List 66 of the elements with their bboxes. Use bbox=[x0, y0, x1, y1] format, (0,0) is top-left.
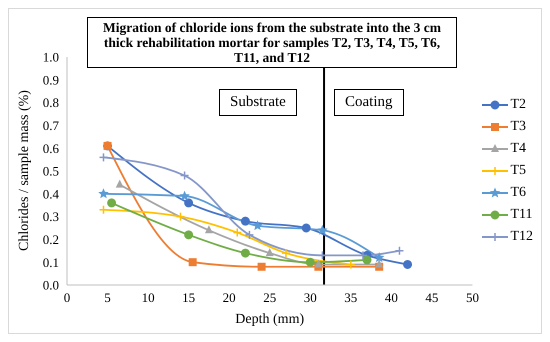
x-tick-label: 40 bbox=[384, 290, 398, 306]
legend-label: T12 bbox=[510, 229, 533, 245]
point bbox=[179, 190, 190, 201]
point bbox=[244, 230, 254, 240]
legend-label: T4 bbox=[510, 141, 526, 157]
point bbox=[98, 152, 108, 162]
legend-label: T2 bbox=[510, 97, 526, 113]
chart-title: Migration of chloride ions from the substrate into the 3 cm thick rehabilitation mortar for samples T2, T3, T4, T5, T6, T11, and T12 bbox=[87, 17, 457, 68]
y-tick-label: 0.8 bbox=[42, 95, 59, 110]
y-axis-title: Chlorides / sample mass (%) bbox=[16, 90, 32, 251]
x-tick-label: 20 bbox=[222, 290, 236, 306]
point bbox=[180, 170, 190, 180]
x-tick-label: 0 bbox=[64, 290, 70, 306]
x-tick-label: 45 bbox=[425, 290, 438, 306]
point bbox=[188, 258, 197, 266]
y-tick-label: 0.5 bbox=[42, 164, 59, 179]
point bbox=[358, 250, 368, 260]
point bbox=[204, 225, 213, 234]
point bbox=[252, 220, 263, 230]
y-tick-label: 0.1 bbox=[42, 254, 59, 270]
point bbox=[116, 180, 124, 188]
point bbox=[317, 224, 328, 235]
x-tick-label: 35 bbox=[344, 290, 358, 306]
point bbox=[98, 205, 108, 215]
y-tick-label: 0.9 bbox=[42, 72, 59, 88]
legend-label: T11 bbox=[510, 207, 532, 223]
point bbox=[306, 258, 315, 267]
point bbox=[362, 255, 372, 264]
point bbox=[403, 260, 412, 269]
x-axis-title: Depth (mm) bbox=[235, 312, 304, 327]
y-tick-label: 0.3 bbox=[42, 209, 59, 224]
point bbox=[240, 216, 250, 226]
x-tick-label: 5 bbox=[104, 290, 111, 306]
legend-label: T5 bbox=[510, 163, 526, 179]
point bbox=[375, 259, 384, 268]
x-tick-label: 30 bbox=[304, 290, 317, 306]
point bbox=[281, 248, 291, 258]
y-tick-label: 0.2 bbox=[42, 232, 59, 248]
point bbox=[98, 188, 109, 198]
legend-label: T3 bbox=[510, 119, 526, 135]
x-tick-label: 50 bbox=[466, 290, 479, 306]
point bbox=[394, 246, 404, 256]
point bbox=[346, 260, 356, 270]
x-tick-label: 15 bbox=[182, 290, 196, 306]
y-tick-label: 0.4 bbox=[42, 186, 60, 202]
y-tick-label: 0.6 bbox=[42, 140, 60, 156]
annotation: Coating bbox=[334, 89, 404, 116]
annotation: Substrate bbox=[219, 89, 297, 116]
y-tick-label: 0.7 bbox=[42, 118, 60, 134]
x-tick-label: 25 bbox=[263, 290, 276, 306]
y-tick-label: 1.0 bbox=[42, 50, 59, 65]
point bbox=[176, 212, 186, 222]
point bbox=[240, 248, 250, 258]
point bbox=[318, 250, 328, 260]
point bbox=[258, 262, 266, 271]
point bbox=[184, 198, 194, 208]
x-tick-label: 10 bbox=[142, 290, 155, 306]
point bbox=[314, 259, 322, 268]
point bbox=[107, 198, 116, 208]
point bbox=[374, 252, 384, 262]
point bbox=[302, 224, 311, 232]
point bbox=[266, 248, 274, 256]
point bbox=[184, 230, 194, 240]
y-tick-label: 0.0 bbox=[42, 278, 59, 293]
legend-label: T6 bbox=[510, 185, 526, 201]
point bbox=[232, 228, 242, 238]
